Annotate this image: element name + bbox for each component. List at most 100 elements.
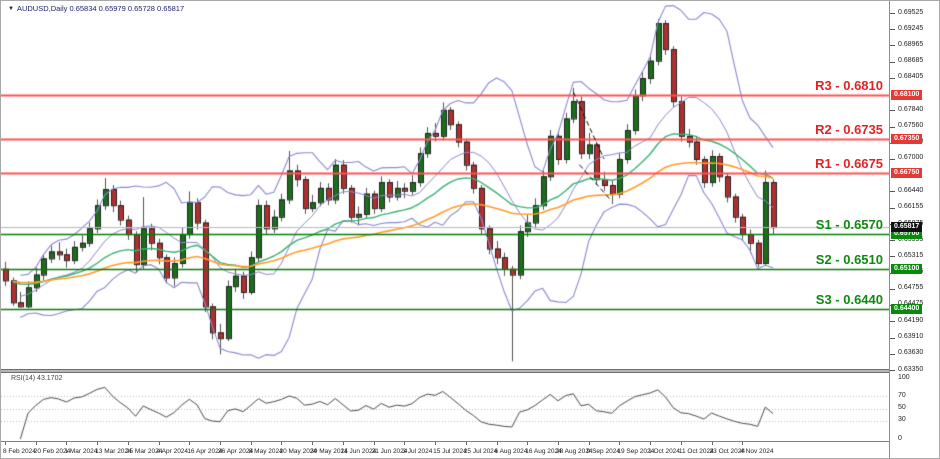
date-axis-tick-mark — [159, 442, 160, 445]
date-axis-tick-mark — [5, 442, 6, 445]
date-axis-tick-label: 1 Oct 2024 — [648, 448, 680, 455]
date-axis-tick-mark — [281, 442, 282, 445]
date-axis-tick-label: 15 Jul 2024 — [433, 448, 467, 455]
price-badge-r3: 0.68100 — [891, 90, 923, 101]
date-axis-tick-mark — [312, 442, 313, 445]
date-axis-tick-mark — [251, 442, 252, 445]
rsi-axis-label: 30 — [898, 416, 906, 424]
price-axis-tick-mark — [890, 240, 895, 241]
rsi-axis-label: 100 — [898, 373, 910, 381]
price-badge-r1: 0.66750 — [891, 168, 923, 179]
price-badge-current: 0.65817 — [891, 222, 923, 233]
date-axis-tick-mark — [220, 442, 221, 445]
date-axis-tick-mark — [712, 442, 713, 445]
price-axis-tick-label: 0.64475 — [898, 300, 923, 307]
level-label-s2[interactable]: S2 - 0.6510 — [815, 251, 883, 267]
price-axis-tick-label: 0.63350 — [898, 365, 924, 373]
date-axis-tick-label: 3 Jul 2024 — [402, 448, 433, 455]
price-axis-tick-label: 0.66440 — [898, 186, 924, 194]
rsi-axis-label: 0 — [898, 434, 902, 442]
price-axis-tick-label: 0.69245 — [898, 24, 924, 32]
price-badge-r2: 0.67350 — [891, 133, 923, 144]
rsi-axis-label: 50 — [898, 404, 906, 411]
date-axis-tick-mark — [128, 442, 129, 445]
date-axis-tick-label: 13 Mar 2024 — [95, 448, 132, 455]
date-axis-tick-label: 26 Apr 2024 — [218, 448, 254, 455]
level-label-r2[interactable]: R2 - 0.6735 — [815, 121, 883, 137]
date-axis-tick-mark — [681, 442, 682, 445]
price-axis-tick-mark — [890, 256, 895, 257]
price-axis-tick-label: 0.67000 — [898, 154, 924, 162]
date-axis-tick-label: 8 May 2024 — [248, 448, 283, 455]
date-axis-tick-mark — [650, 442, 651, 445]
price-axis-tick-label: 0.67560 — [898, 122, 924, 130]
price-axis-tick-label: 0.68405 — [898, 73, 924, 81]
panel-separator[interactable] — [1, 369, 889, 373]
rsi-axis-label: 70 — [898, 391, 906, 399]
price-axis-tick-label: 0.69525 — [898, 8, 924, 16]
price-axis-tick-mark — [890, 370, 895, 371]
date-axis-tick-label: 16 Aug 2024 — [525, 448, 562, 455]
date-axis-tick-label: 20 May 2024 — [279, 448, 318, 455]
level-label-s1[interactable]: S1 - 0.6570 — [815, 217, 883, 233]
price-axis[interactable]: 0.69525 0.69245 0.68965 0.68685 0.68405 0.678… — [889, 1, 939, 458]
date-axis-tick-mark — [558, 442, 559, 445]
date-axis-tick-mark — [742, 442, 743, 445]
date-axis-tick-mark — [466, 442, 467, 445]
price-axis-tick-label: 0.68965 — [898, 40, 924, 48]
date-axis-tick-label: 4 Nov 2024 — [740, 448, 774, 455]
date-axis-tick-mark — [497, 442, 498, 445]
price-axis-tick-label: 0.65315 — [898, 251, 924, 259]
price-chart-canvas[interactable] — [1, 1, 889, 372]
price-badge-s2: 0.65100 — [891, 263, 923, 274]
rsi-canvas[interactable] — [1, 373, 889, 441]
date-axis-tick-label: 4 Apr 2024 — [156, 448, 189, 455]
date-axis-tick-label: 8 Feb 2024 — [3, 448, 36, 455]
date-axis-tick-label: 11 Oct 2024 — [678, 448, 714, 455]
price-axis-tick-label: 0.66155 — [898, 203, 924, 211]
price-axis-tick-mark — [890, 29, 895, 30]
price-axis-tick-mark — [890, 127, 895, 128]
date-axis-tick-mark — [589, 442, 590, 445]
price-axis-tick-label: 0.63910 — [898, 333, 924, 341]
date-axis-tick-label: 9 Sep 2024 — [586, 448, 620, 455]
date-axis-tick-mark — [404, 442, 405, 445]
chart-title-text: AUDUSD,Daily 0.65834 0.65979 0.65728 0.6… — [16, 4, 185, 13]
price-axis-tick-label: 0.67840 — [898, 105, 924, 113]
price-axis-tick-mark — [890, 13, 895, 14]
date-axis-tick-label: 20 Feb 2024 — [33, 448, 71, 455]
price-axis-tick-mark — [890, 321, 895, 322]
date-axis-tick-mark — [189, 442, 190, 445]
level-label-s3[interactable]: S3 - 0.6440 — [815, 292, 883, 308]
price-axis-tick-mark — [890, 354, 895, 355]
price-axis-tick-mark — [890, 191, 895, 192]
date-axis-tick-mark — [374, 442, 375, 445]
date-axis-tick-label: 16 Apr 2024 — [187, 448, 223, 455]
date-axis-tick-label: 21 Jun 2024 — [371, 448, 408, 455]
date-axis-tick-label: 28 Aug 2024 — [555, 448, 593, 455]
date-axis-tick-label: 11 Jun 2024 — [340, 448, 377, 455]
date-axis-tick-label: 6 Aug 2024 — [494, 448, 528, 455]
price-axis-tick-mark — [890, 208, 895, 209]
date-axis-tick-mark — [66, 442, 67, 445]
price-axis-tick-mark — [890, 110, 895, 111]
date-axis-tick-label: 1 Mar 2024 — [64, 448, 98, 455]
date-axis-tick-mark — [435, 442, 436, 445]
price-axis-tick-label: 0.64755 — [898, 284, 924, 292]
date-axis-tick-mark — [97, 442, 98, 445]
level-label-r1[interactable]: R1 - 0.6675 — [815, 156, 883, 172]
price-axis-tick-mark — [890, 62, 895, 63]
date-axis-tick-mark — [527, 442, 528, 445]
price-axis-tick-mark — [890, 45, 895, 46]
price-badge-s1: 0.65700 — [891, 229, 923, 240]
date-axis-tick-label: 25 Mar 2024 — [125, 448, 163, 455]
date-axis[interactable]: 8 Feb 2024 20 Feb 2024 1 Mar 2024 13 Mar 20… — [1, 441, 889, 458]
chart-title: ▼ AUDUSD,Daily 0.65834 0.65979 0.65728 0.… — [8, 4, 184, 13]
level-label-r3[interactable]: R3 - 0.6810 — [815, 78, 883, 94]
price-axis-tick-mark — [890, 78, 895, 79]
date-axis-tick-label: 19 Sep 2024 — [617, 448, 655, 455]
price-axis-tick-label: 0.68685 — [898, 57, 924, 65]
price-axis-tick-mark — [890, 289, 895, 290]
date-axis-tick-mark — [619, 442, 620, 445]
